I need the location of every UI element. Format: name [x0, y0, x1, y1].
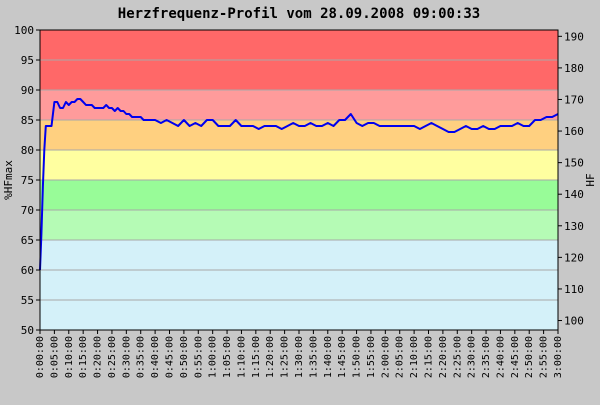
x-tick-label: 2:30:00 [467, 336, 478, 378]
x-tick-label: 0:40:00 [150, 336, 161, 378]
left-tick-label: 50 [21, 324, 34, 337]
right-tick-label: 110 [564, 283, 584, 296]
left-axis-label: %HFmax [2, 160, 15, 200]
x-tick-label: 0:20:00 [93, 336, 104, 378]
x-tick-label: 0:00:00 [35, 336, 46, 378]
x-tick-label: 1:50:00 [352, 336, 363, 378]
x-tick-label: 2:40:00 [495, 336, 506, 378]
x-tick-label: 0:55:00 [193, 336, 204, 378]
zone-band [40, 120, 558, 150]
x-tick-label: 1:20:00 [265, 336, 276, 378]
x-axis-ticks: 0:00:00 0:05:00 0:10:00 0:15:00 0:20:00 0:25:… [35, 330, 564, 378]
left-tick-label: 70 [21, 204, 34, 217]
x-tick-label: 0:10:00 [64, 336, 75, 378]
right-tick-label: 130 [564, 220, 584, 233]
x-tick-label: 2:10:00 [409, 336, 420, 378]
x-tick-label: 0:05:00 [49, 336, 60, 378]
left-tick-label: 95 [21, 54, 34, 67]
right-tick-label: 160 [564, 125, 584, 138]
x-tick-label: 2:20:00 [438, 336, 449, 378]
x-tick-label: 3:00:00 [553, 336, 564, 378]
left-tick-label: 75 [21, 174, 34, 187]
x-tick-label: 1:00:00 [208, 336, 219, 378]
x-tick-label: 2:35:00 [481, 336, 492, 378]
x-tick-label: 1:40:00 [323, 336, 334, 378]
series-layer [39, 98, 559, 271]
x-tick-label: 2:05:00 [395, 336, 406, 378]
left-tick-label: 90 [21, 84, 34, 97]
right-tick-label: 120 [564, 251, 584, 264]
left-axis-ticks: 50 55 60 65 70 75 80 85 90 95 100 [14, 24, 40, 337]
x-tick-label: 1:25:00 [280, 336, 291, 378]
x-tick-label: 1:45:00 [337, 336, 348, 378]
series-line [39, 98, 559, 271]
zone-band [40, 150, 558, 180]
right-axis-label: HF [584, 173, 597, 186]
x-tick-label: 0:30:00 [121, 336, 132, 378]
x-tick-label: 1:10:00 [236, 336, 247, 378]
zone-bands [40, 30, 558, 330]
right-tick-label: 170 [564, 93, 584, 106]
zone-band [40, 90, 558, 120]
right-tick-label: 180 [564, 62, 584, 75]
x-tick-label: 2:25:00 [452, 336, 463, 378]
x-tick-label: 2:00:00 [380, 336, 391, 378]
x-tick-label: 0:15:00 [78, 336, 89, 378]
x-tick-label: 1:30:00 [294, 336, 305, 378]
left-tick-label: 65 [21, 234, 34, 247]
x-tick-label: 2:15:00 [424, 336, 435, 378]
chart-title: Herzfrequenz-Profil vom 28.09.2008 09:00… [118, 6, 480, 22]
right-axis-ticks: 100 110 120 130 140 150 160 170 180 190 [558, 30, 584, 328]
x-tick-label: 1:35:00 [308, 336, 319, 378]
right-tick-label: 190 [564, 30, 584, 43]
right-tick-label: 100 [564, 315, 584, 328]
x-tick-label: 1:55:00 [366, 336, 377, 378]
x-tick-label: 0:25:00 [107, 336, 118, 378]
x-tick-label: 2:50:00 [524, 336, 535, 378]
x-tick-label: 0:45:00 [165, 336, 176, 378]
x-tick-label: 2:55:00 [539, 336, 550, 378]
x-tick-label: 1:15:00 [251, 336, 262, 378]
zone-band [40, 210, 558, 240]
right-tick-label: 140 [564, 188, 584, 201]
right-tick-label: 150 [564, 157, 584, 170]
left-tick-label: 60 [21, 264, 34, 277]
zone-band [40, 180, 558, 210]
left-tick-label: 85 [21, 114, 34, 127]
x-tick-label: 0:50:00 [179, 336, 190, 378]
x-tick-label: 0:35:00 [136, 336, 147, 378]
left-tick-label: 100 [14, 24, 34, 37]
zone-band [40, 240, 558, 330]
x-tick-label: 2:45:00 [510, 336, 521, 378]
x-tick-label: 1:05:00 [222, 336, 233, 378]
left-tick-label: 55 [21, 294, 34, 307]
left-tick-label: 80 [21, 144, 34, 157]
